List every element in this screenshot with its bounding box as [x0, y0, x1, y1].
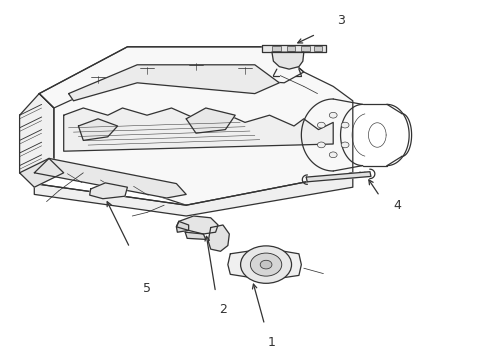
Polygon shape: [64, 108, 333, 151]
Polygon shape: [69, 65, 279, 101]
Polygon shape: [78, 119, 118, 140]
Bar: [287, 46, 295, 51]
Circle shape: [250, 253, 282, 276]
Polygon shape: [39, 47, 304, 108]
Circle shape: [241, 246, 292, 283]
Text: 1: 1: [268, 336, 276, 348]
Polygon shape: [176, 216, 218, 234]
Polygon shape: [176, 221, 189, 232]
Polygon shape: [20, 94, 54, 184]
Circle shape: [341, 122, 349, 128]
Text: 2: 2: [219, 303, 227, 316]
Polygon shape: [272, 52, 304, 69]
Text: 4: 4: [393, 199, 401, 212]
Polygon shape: [208, 225, 229, 251]
Polygon shape: [90, 183, 127, 199]
Polygon shape: [20, 158, 64, 187]
Polygon shape: [262, 45, 326, 52]
Polygon shape: [185, 232, 206, 239]
Polygon shape: [34, 158, 186, 198]
Polygon shape: [306, 172, 371, 182]
Circle shape: [318, 142, 325, 148]
Text: 3: 3: [337, 14, 344, 27]
Polygon shape: [39, 47, 353, 205]
Polygon shape: [34, 173, 353, 216]
Circle shape: [329, 152, 337, 158]
Circle shape: [260, 260, 272, 269]
Circle shape: [341, 142, 349, 148]
Polygon shape: [186, 108, 235, 133]
Text: 5: 5: [143, 282, 151, 294]
Circle shape: [329, 112, 337, 118]
Polygon shape: [228, 248, 301, 280]
Bar: [314, 46, 322, 51]
Bar: [301, 46, 310, 51]
Circle shape: [318, 122, 325, 128]
Bar: [272, 46, 281, 51]
